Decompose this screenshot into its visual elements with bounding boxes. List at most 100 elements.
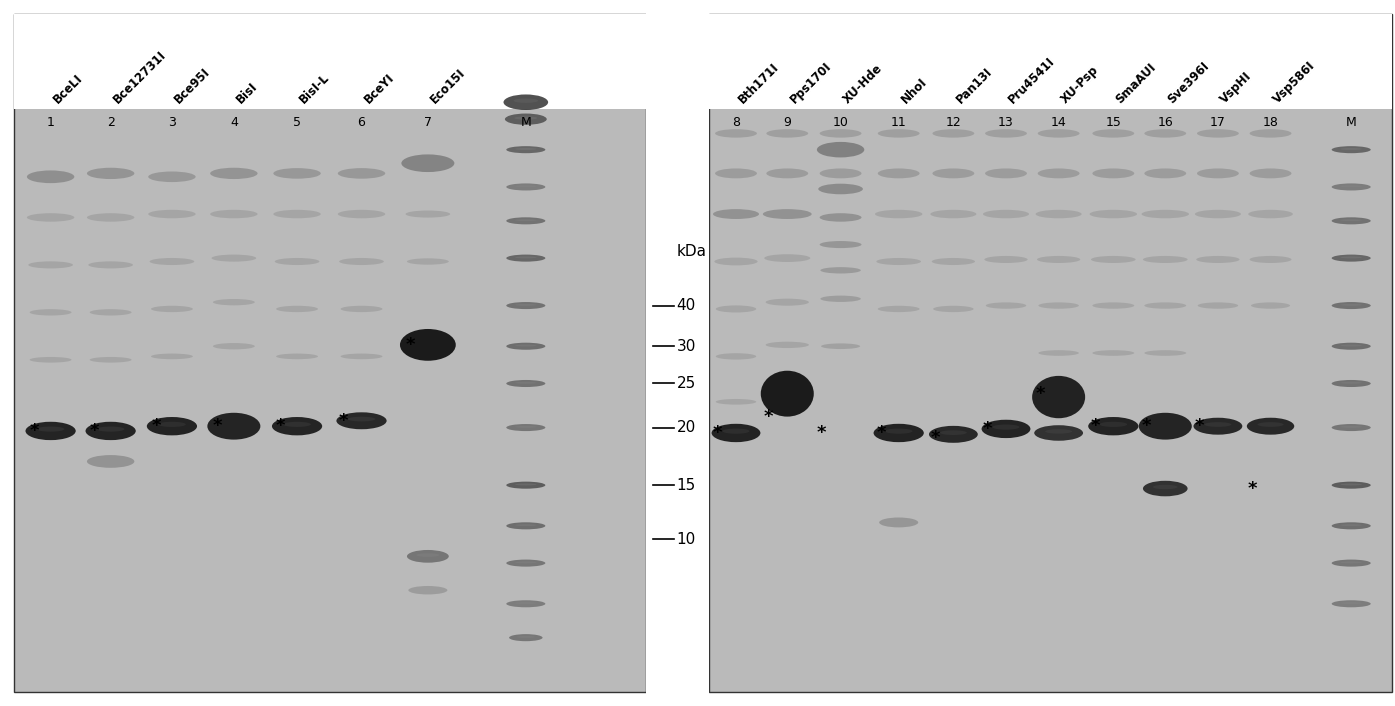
Text: 14: 14	[1050, 116, 1067, 129]
Ellipse shape	[1036, 256, 1080, 263]
Ellipse shape	[506, 424, 545, 431]
Ellipse shape	[1341, 148, 1362, 150]
Ellipse shape	[25, 421, 75, 440]
Ellipse shape	[932, 169, 974, 179]
Text: 30: 30	[677, 339, 696, 354]
Ellipse shape	[86, 213, 134, 222]
Ellipse shape	[400, 329, 456, 361]
Text: 20: 20	[677, 420, 696, 435]
Text: XU-Psp: XU-Psp	[1059, 64, 1101, 106]
Text: 17: 17	[1209, 116, 1226, 129]
Ellipse shape	[36, 426, 64, 431]
Ellipse shape	[1091, 256, 1136, 263]
Ellipse shape	[515, 148, 537, 150]
Ellipse shape	[340, 354, 382, 359]
Text: kDa: kDa	[677, 244, 707, 259]
Ellipse shape	[1088, 417, 1138, 436]
Ellipse shape	[819, 184, 864, 194]
Ellipse shape	[1144, 129, 1186, 138]
Ellipse shape	[929, 426, 978, 443]
Ellipse shape	[820, 213, 862, 222]
Ellipse shape	[407, 550, 449, 563]
Ellipse shape	[877, 306, 919, 312]
Ellipse shape	[506, 302, 545, 309]
Ellipse shape	[932, 258, 975, 265]
Ellipse shape	[336, 412, 386, 429]
Text: *: *	[1089, 417, 1099, 435]
Ellipse shape	[148, 172, 195, 182]
Text: NhoI: NhoI	[898, 75, 929, 106]
Ellipse shape	[1250, 129, 1292, 138]
Ellipse shape	[933, 306, 974, 312]
Ellipse shape	[339, 258, 384, 265]
Ellipse shape	[515, 484, 537, 486]
Ellipse shape	[983, 210, 1030, 218]
Ellipse shape	[27, 213, 74, 222]
Ellipse shape	[151, 354, 193, 359]
Ellipse shape	[515, 602, 537, 604]
Ellipse shape	[1341, 426, 1362, 428]
Ellipse shape	[28, 261, 73, 268]
Text: 25: 25	[677, 376, 696, 391]
Ellipse shape	[822, 343, 861, 349]
Ellipse shape	[763, 209, 812, 219]
Ellipse shape	[29, 357, 71, 363]
Ellipse shape	[1341, 524, 1362, 526]
Ellipse shape	[1251, 302, 1290, 309]
Ellipse shape	[1196, 210, 1242, 218]
Ellipse shape	[1332, 146, 1371, 153]
Ellipse shape	[1089, 210, 1137, 218]
Ellipse shape	[276, 354, 318, 359]
Ellipse shape	[506, 380, 545, 387]
Ellipse shape	[406, 210, 451, 217]
Ellipse shape	[1332, 342, 1371, 349]
Ellipse shape	[88, 261, 133, 268]
Text: *: *	[1247, 479, 1257, 498]
Ellipse shape	[1341, 256, 1362, 258]
Text: BisI-L: BisI-L	[297, 71, 332, 106]
Bar	[14, 14, 646, 692]
Text: 9: 9	[784, 116, 791, 129]
Text: *: *	[212, 417, 222, 435]
Ellipse shape	[1141, 210, 1189, 218]
Ellipse shape	[211, 168, 258, 179]
Ellipse shape	[820, 267, 861, 273]
Text: XU-Hde: XU-Hde	[841, 61, 884, 106]
Ellipse shape	[1038, 350, 1078, 356]
Ellipse shape	[1341, 382, 1362, 384]
Ellipse shape	[986, 302, 1027, 309]
Text: *: *	[339, 412, 349, 430]
Ellipse shape	[275, 258, 319, 265]
Text: Vsp586I: Vsp586I	[1271, 59, 1318, 106]
Ellipse shape	[713, 209, 759, 219]
Ellipse shape	[1194, 418, 1243, 435]
Bar	[709, 14, 1392, 109]
Ellipse shape	[1138, 413, 1191, 440]
Ellipse shape	[272, 417, 322, 436]
Bar	[709, 14, 1392, 692]
Ellipse shape	[149, 258, 194, 265]
Ellipse shape	[506, 522, 545, 530]
Ellipse shape	[283, 421, 311, 427]
Ellipse shape	[515, 185, 537, 187]
Ellipse shape	[875, 210, 922, 218]
Ellipse shape	[1038, 169, 1080, 179]
Text: Bth171I: Bth171I	[737, 60, 781, 106]
Ellipse shape	[982, 420, 1031, 438]
Ellipse shape	[1332, 184, 1371, 191]
Ellipse shape	[1154, 485, 1177, 489]
Text: BisI: BisI	[234, 80, 261, 106]
Ellipse shape	[86, 455, 134, 468]
Ellipse shape	[1332, 255, 1371, 262]
Text: 8: 8	[732, 116, 739, 129]
Text: *: *	[876, 424, 886, 442]
Bar	[14, 14, 646, 109]
Ellipse shape	[29, 309, 71, 316]
Ellipse shape	[884, 429, 912, 433]
Ellipse shape	[1197, 169, 1239, 179]
Text: M: M	[520, 116, 531, 129]
Ellipse shape	[1341, 345, 1362, 347]
Ellipse shape	[1249, 210, 1293, 218]
Text: 15: 15	[1105, 116, 1122, 129]
Ellipse shape	[1092, 302, 1134, 309]
